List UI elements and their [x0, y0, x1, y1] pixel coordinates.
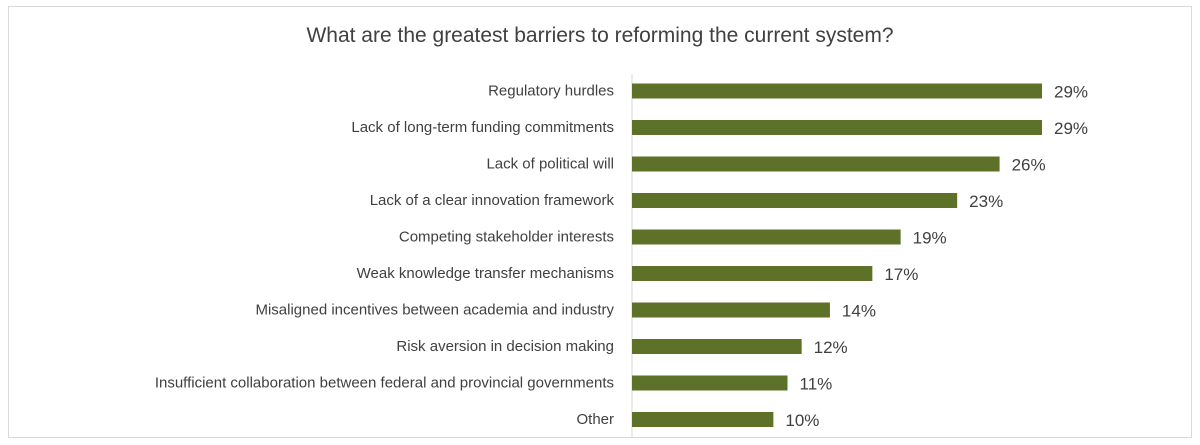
bar [632, 302, 830, 318]
category-label: Regulatory hurdles [488, 83, 614, 100]
bar [632, 83, 1042, 99]
bar [632, 156, 1000, 172]
bar [632, 339, 802, 354]
category-label: Other [576, 411, 614, 428]
category-label: Risk aversion in decision making [396, 338, 614, 355]
category-label: Misaligned incentives between academia a… [255, 302, 614, 319]
data-label: 19% [913, 229, 947, 248]
bar [632, 120, 1042, 135]
data-label: 12% [814, 338, 848, 357]
data-label: 11% [800, 375, 833, 394]
category-label: Insufficient collaboration between feder… [155, 375, 614, 392]
category-label: Lack of political will [486, 156, 614, 173]
category-label: Lack of a clear innovation framework [370, 192, 615, 209]
category-label: Competing stakeholder interests [399, 229, 614, 246]
data-label: 17% [884, 265, 918, 284]
bar [632, 375, 788, 391]
bar [632, 229, 901, 245]
data-label: 14% [842, 302, 876, 321]
chart-frame [8, 6, 1192, 438]
data-label: 29% [1054, 119, 1088, 138]
bar [632, 412, 774, 427]
chart-title: What are the greatest barriers to reform… [306, 24, 894, 47]
data-label: 29% [1054, 83, 1088, 102]
data-label: 23% [969, 192, 1003, 211]
data-label: 10% [785, 411, 819, 430]
data-label: 26% [1012, 156, 1046, 175]
bar [632, 266, 873, 281]
category-label: Weak knowledge transfer mechanisms [357, 265, 614, 282]
bar [632, 193, 958, 208]
category-label: Lack of long-term funding commitments [351, 119, 614, 136]
